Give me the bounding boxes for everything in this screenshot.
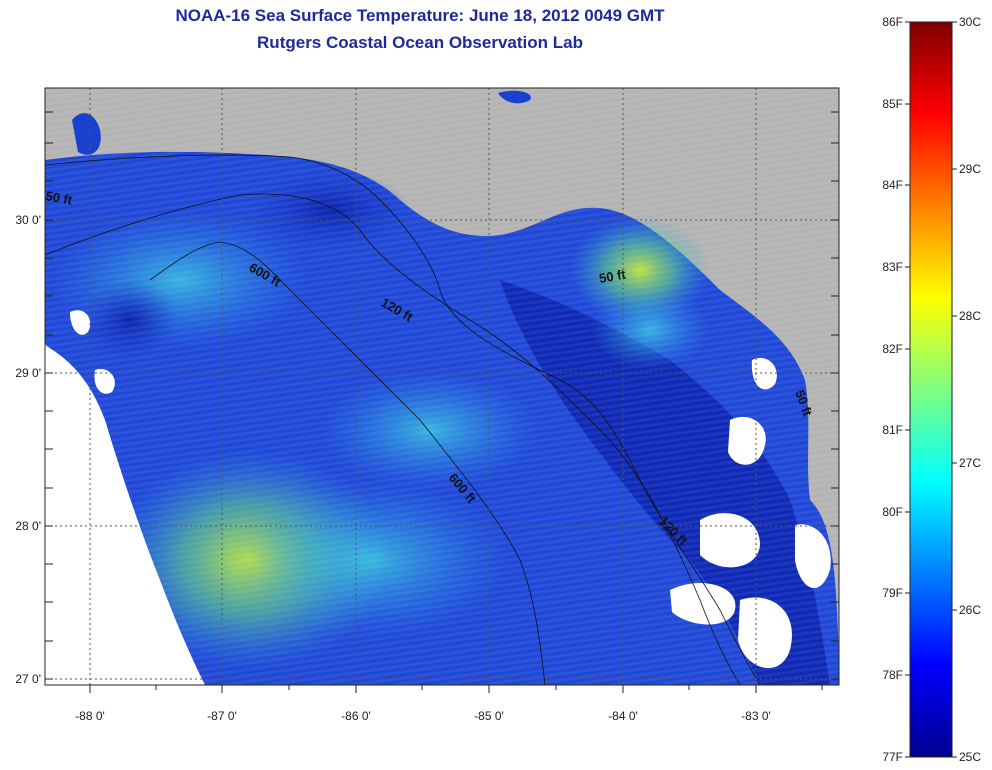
contour-label-50ft-west: 50 ft: [44, 188, 74, 208]
colorbar-c-label: 26C: [959, 603, 981, 617]
cloud-patches: [70, 310, 831, 669]
lon-tick-label: -85 0': [474, 709, 504, 723]
depth-contours: [45, 154, 761, 685]
lon-tick-label: -83 0': [741, 709, 771, 723]
no-data-wedge: [45, 345, 205, 685]
lat-tick-labels: 30 0' 29 0' 28 0' 27 0': [15, 213, 41, 686]
graticule: [45, 88, 839, 685]
colorbar-f-label: 81F: [882, 423, 903, 437]
colorbar: 86F 85F 84F 83F 82F 81F 80F 79F 78F 77F …: [882, 15, 981, 764]
colorbar-c-label: 29C: [959, 162, 981, 176]
plot-frame: [44, 87, 840, 686]
colorbar-f-label: 80F: [882, 505, 903, 519]
map-title: NOAA-16 Sea Surface Temperature: June 18…: [175, 6, 665, 25]
lon-tick-label: -86 0': [341, 709, 371, 723]
lon-tick-label: -87 0': [207, 709, 237, 723]
lon-tick-label: -88 0': [75, 709, 105, 723]
colorbar-f-label: 77F: [882, 750, 903, 764]
colorbar-f-label: 78F: [882, 668, 903, 682]
lat-tick-label: 28 0': [15, 519, 41, 533]
colorbar-c-label: 27C: [959, 456, 981, 470]
map-subtitle: Rutgers Coastal Ocean Observation Lab: [257, 33, 583, 52]
colorbar-c-label: 30C: [959, 15, 981, 29]
lat-tick-label: 29 0': [15, 366, 41, 380]
colorbar-f-label: 86F: [882, 15, 903, 29]
colorbar-c-label: 25C: [959, 750, 981, 764]
colorbar-f-label: 82F: [882, 342, 903, 356]
contour-label-50ft-bigbend: 50 ft: [598, 266, 628, 286]
lat-tick-label: 27 0': [15, 672, 41, 686]
colorbar-f-label: 85F: [882, 97, 903, 111]
colorbar-gradient: [909, 21, 953, 758]
lat-tick-label: 30 0': [15, 213, 41, 227]
lon-tick-label: -84 0': [608, 709, 638, 723]
tick-marks: [45, 111, 839, 693]
colorbar-f-label: 83F: [882, 260, 903, 274]
colorbar-f-label: 84F: [882, 178, 903, 192]
colorbar-f-label: 79F: [882, 586, 903, 600]
lon-tick-labels: -88 0' -87 0' -86 0' -85 0' -84 0' -83 0…: [75, 709, 771, 723]
colorbar-c-label: 28C: [959, 309, 981, 323]
